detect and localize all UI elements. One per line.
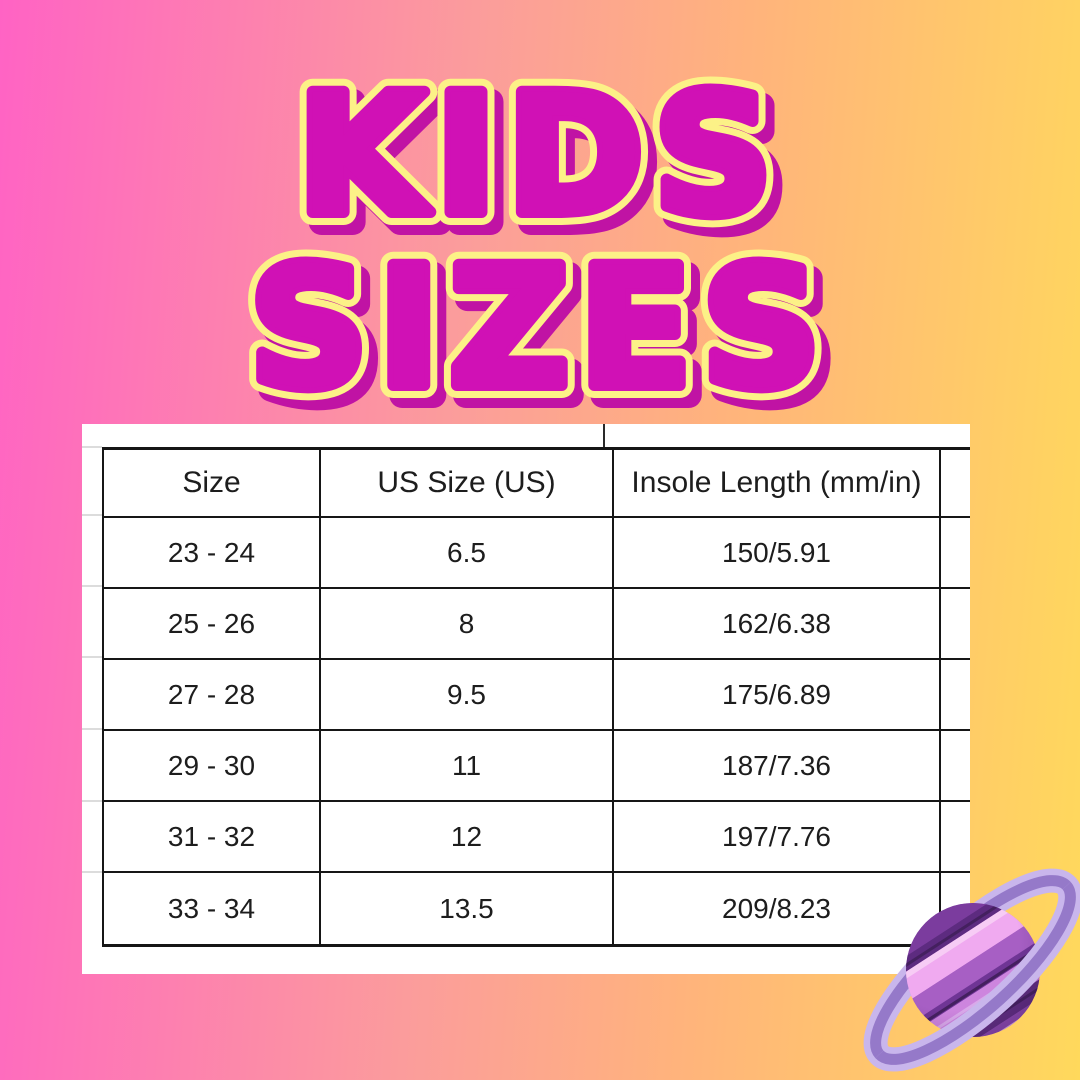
header-sliver-cell — [941, 450, 970, 518]
table-cell-insole: 150/5.91 — [614, 518, 941, 589]
title-line-sizes: SIZES SIZES SIZES — [236, 219, 842, 420]
table-cell-insole: 209/8.23 — [614, 873, 941, 944]
table-sliver-cell — [941, 731, 970, 802]
table-cell-insole: 197/7.76 — [614, 802, 941, 873]
table-sliver-cell — [941, 518, 970, 589]
table-cell-us: 6.5 — [321, 518, 614, 589]
table-cell-insole: 187/7.36 — [614, 731, 941, 802]
header-us-size: US Size (US) — [321, 450, 614, 518]
table-cell-us: 13.5 — [321, 873, 614, 944]
size-table: Size US Size (US) Insole Length (mm/in) … — [102, 447, 970, 947]
table-top-sliver-gridline — [603, 424, 605, 447]
left-sliver-gridline — [82, 656, 102, 658]
table-cell-insole: 162/6.38 — [614, 589, 941, 660]
title-kids-outline: KIDS — [297, 59, 782, 251]
title-sizes-text: SIZES — [249, 232, 830, 420]
header-size: Size — [104, 450, 321, 518]
table-cell-us: 12 — [321, 802, 614, 873]
left-sliver-gridline — [82, 728, 102, 730]
left-sliver-gridline — [82, 871, 102, 873]
left-sliver-gridline — [82, 446, 102, 448]
table-sliver-cell — [941, 660, 970, 731]
left-sliver-gridline — [82, 585, 102, 587]
table-sliver-cell — [941, 802, 970, 873]
left-sliver-gridline — [82, 800, 102, 802]
title-sizes-outline: SIZES — [249, 232, 830, 420]
table-cell-size: 25 - 26 — [104, 589, 321, 660]
table-sliver-cell — [941, 589, 970, 660]
table-cell-insole: 175/6.89 — [614, 660, 941, 731]
table-cell-us: 9.5 — [321, 660, 614, 731]
table-cell-size: 23 - 24 — [104, 518, 321, 589]
title-sizes-shadow: SIZES — [258, 242, 839, 420]
table-cell-us: 11 — [321, 731, 614, 802]
saturn-planet-icon — [863, 868, 1080, 1072]
title-kids-shadow: KIDS — [306, 69, 791, 261]
table-cell-us: 8 — [321, 589, 614, 660]
table-cell-size: 27 - 28 — [104, 660, 321, 731]
size-table-panel: Size US Size (US) Insole Length (mm/in) … — [82, 424, 970, 974]
title-line-kids: KIDS KIDS KIDS — [284, 46, 794, 274]
title-kids-text: KIDS — [297, 59, 782, 251]
table-cell-size: 29 - 30 — [104, 731, 321, 802]
table-cell-size: 33 - 34 — [104, 873, 321, 944]
header-insole-length: Insole Length (mm/in) — [614, 450, 941, 518]
poster-title: KIDS KIDS KIDS SIZES SIZES SIZES — [236, 46, 842, 420]
table-cell-size: 31 - 32 — [104, 802, 321, 873]
left-sliver-gridline — [82, 514, 102, 516]
